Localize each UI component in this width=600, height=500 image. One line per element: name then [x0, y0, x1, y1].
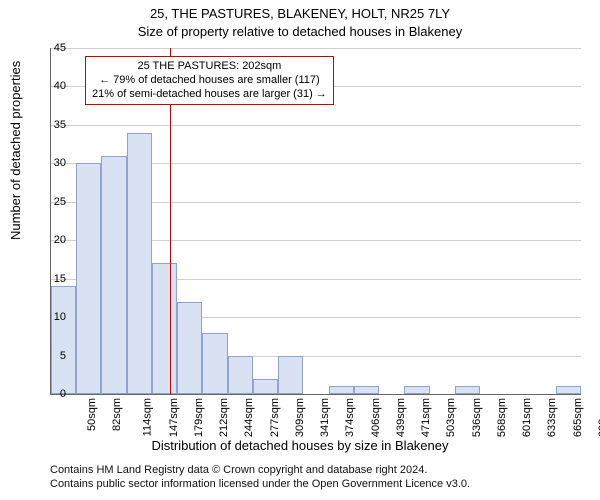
- bar: [51, 286, 76, 394]
- bar: [329, 386, 354, 394]
- annotation-line: ← 79% of detached houses are smaller (11…: [92, 74, 327, 88]
- x-tick-label: 374sqm: [345, 398, 357, 437]
- x-tick-label: 309sqm: [294, 398, 306, 437]
- y-tick-label: 30: [42, 157, 66, 169]
- bar: [455, 386, 480, 394]
- y-tick-label: 20: [42, 234, 66, 246]
- bar: [152, 263, 177, 394]
- bar: [404, 386, 429, 394]
- annotation-line: 25 THE PASTURES: 202sqm: [92, 60, 327, 74]
- y-tick-label: 40: [42, 80, 66, 92]
- bar: [76, 163, 101, 394]
- caption: Contains HM Land Registry data © Crown c…: [50, 464, 470, 492]
- chart-title: 25, THE PASTURES, BLAKENEY, HOLT, NR25 7…: [0, 6, 600, 21]
- x-tick-label: 244sqm: [244, 398, 256, 437]
- bar: [127, 133, 152, 394]
- annotation-box: 25 THE PASTURES: 202sqm← 79% of detached…: [85, 56, 334, 105]
- bar: [177, 302, 202, 394]
- bar: [278, 356, 303, 394]
- x-tick-label: 503sqm: [445, 398, 457, 437]
- x-tick-label: 82sqm: [111, 398, 123, 431]
- y-tick-label: 15: [42, 273, 66, 285]
- y-tick-label: 35: [42, 119, 66, 131]
- y-tick-label: 0: [42, 388, 66, 400]
- x-tick-label: 212sqm: [218, 398, 230, 437]
- x-tick-label: 277sqm: [269, 398, 281, 437]
- y-tick-label: 25: [42, 196, 66, 208]
- gridline: [51, 125, 581, 126]
- x-tick-label: 147sqm: [168, 398, 180, 437]
- bar: [228, 356, 253, 394]
- bar: [202, 333, 227, 395]
- x-tick-label: 536sqm: [471, 398, 483, 437]
- y-axis-label: Number of detached properties: [8, 61, 23, 240]
- gridline: [51, 48, 581, 49]
- annotation-line: 21% of semi-detached houses are larger (…: [92, 88, 327, 102]
- x-tick-label: 406sqm: [370, 398, 382, 437]
- bar: [354, 386, 379, 394]
- x-tick-label: 471sqm: [420, 398, 432, 437]
- y-tick-label: 45: [42, 42, 66, 54]
- y-tick-label: 10: [42, 311, 66, 323]
- bar: [101, 156, 126, 394]
- x-tick-label: 341sqm: [319, 398, 331, 437]
- x-tick-label: 665sqm: [572, 398, 584, 437]
- bar: [556, 386, 581, 394]
- chart-container: 25, THE PASTURES, BLAKENEY, HOLT, NR25 7…: [0, 0, 600, 500]
- chart-subtitle: Size of property relative to detached ho…: [0, 24, 600, 39]
- x-tick-label: 50sqm: [86, 398, 98, 431]
- bar: [253, 379, 278, 394]
- x-tick-label: 114sqm: [142, 398, 154, 436]
- x-tick-label: 439sqm: [395, 398, 407, 437]
- x-tick-label: 568sqm: [496, 398, 508, 437]
- plot-area: 25 THE PASTURES: 202sqm← 79% of detached…: [50, 48, 581, 395]
- x-tick-label: 601sqm: [521, 398, 533, 437]
- y-tick-label: 5: [42, 350, 66, 362]
- x-tick-label: 179sqm: [193, 398, 205, 437]
- x-tick-label: 633sqm: [546, 398, 558, 437]
- x-axis-label: Distribution of detached houses by size …: [0, 438, 600, 453]
